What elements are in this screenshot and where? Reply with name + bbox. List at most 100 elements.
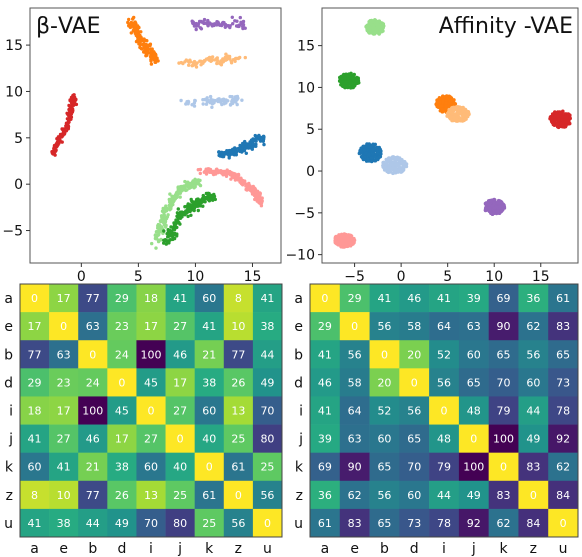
cell-value: 83	[526, 461, 540, 474]
point	[196, 22, 201, 26]
heatmap-cell	[369, 284, 400, 313]
point	[135, 29, 140, 33]
point	[186, 208, 190, 213]
point	[175, 225, 179, 230]
cell-value: 39	[467, 292, 481, 305]
heatmap-cell	[194, 424, 225, 453]
cell-value: 41	[28, 517, 42, 530]
point	[235, 19, 239, 23]
cell-value: 56	[377, 489, 391, 502]
heatmap-cell	[369, 340, 400, 369]
heatmap-cell	[310, 480, 341, 510]
point	[195, 201, 199, 206]
cell-value: 65	[377, 461, 391, 474]
point	[199, 204, 203, 208]
heatmap-cell	[136, 396, 166, 425]
point	[53, 153, 57, 157]
heatmap-cell	[49, 480, 79, 510]
cell-value: 60	[28, 461, 42, 474]
point	[155, 230, 159, 234]
point	[561, 115, 565, 119]
point	[192, 24, 197, 28]
point	[220, 102, 224, 107]
cell-value: 61	[556, 292, 570, 305]
point	[223, 22, 227, 27]
heatmap-cell	[165, 340, 195, 369]
point	[54, 148, 58, 152]
heatmap-cell	[78, 396, 108, 425]
cell-value: 20	[407, 348, 421, 361]
cell-value: 41	[318, 405, 332, 418]
point	[168, 192, 172, 196]
cell-value: 39	[318, 433, 332, 446]
cell-value: 73	[407, 517, 421, 530]
heatmap-cell	[548, 508, 579, 538]
point	[233, 59, 237, 63]
row-label: u	[4, 516, 13, 532]
point	[198, 171, 202, 176]
point	[393, 160, 398, 164]
cell-value: 38	[260, 320, 274, 333]
cell-value: 83	[497, 489, 511, 502]
cell-value: 0	[148, 405, 155, 418]
point	[168, 238, 173, 242]
point	[217, 150, 221, 154]
row-label: a	[294, 291, 303, 307]
point	[192, 200, 196, 204]
point	[183, 60, 187, 64]
point	[194, 62, 198, 66]
heatmap-cell	[107, 284, 137, 313]
point	[226, 24, 230, 28]
heatmap-cell	[49, 284, 79, 313]
point	[243, 144, 248, 149]
heatmap-cell	[136, 452, 166, 482]
heatmap-cell	[194, 340, 225, 369]
point	[246, 182, 250, 186]
row-label: i	[299, 404, 303, 420]
point	[452, 106, 457, 110]
cell-value: 0	[441, 405, 448, 418]
x-tick-label: 5	[443, 269, 452, 285]
heatmap-cell	[369, 424, 400, 453]
point	[448, 116, 453, 121]
point	[243, 26, 247, 30]
heatmap-cell	[78, 368, 108, 397]
point	[137, 25, 141, 30]
point	[364, 151, 368, 155]
cluster-6	[357, 142, 383, 164]
row-label: k	[5, 460, 14, 476]
cluster-8	[483, 197, 507, 216]
cell-value: 80	[173, 517, 187, 530]
point	[234, 100, 238, 104]
cell-value: 0	[560, 517, 567, 530]
heatmap-cell	[78, 340, 108, 369]
point	[392, 169, 397, 174]
heatmap-cell	[252, 284, 283, 313]
row-label: j	[8, 432, 13, 448]
point	[224, 174, 229, 178]
point	[60, 140, 64, 144]
heatmap-cell	[488, 284, 519, 313]
cell-value: 36	[318, 489, 332, 502]
cell-value: 29	[318, 320, 332, 333]
heatmap-cell	[252, 312, 283, 341]
point	[373, 158, 377, 163]
heatmap-cell	[339, 340, 370, 369]
col-label: b	[88, 541, 97, 557]
point	[142, 43, 147, 47]
point	[365, 142, 369, 146]
point	[223, 100, 227, 104]
y-tick-label: −10	[285, 248, 315, 264]
heatmap-cell	[194, 284, 225, 313]
plot-frame	[321, 7, 579, 264]
heatmap-cell	[488, 508, 519, 538]
points-group	[50, 15, 266, 250]
cell-value: 0	[177, 433, 184, 446]
heatmap-cell	[399, 396, 430, 425]
point	[361, 144, 366, 149]
col-label: j	[471, 541, 476, 557]
cell-value: 38	[57, 517, 71, 530]
point	[219, 99, 223, 104]
heatmap-cell	[20, 396, 50, 425]
cell-value: 100	[493, 433, 514, 446]
